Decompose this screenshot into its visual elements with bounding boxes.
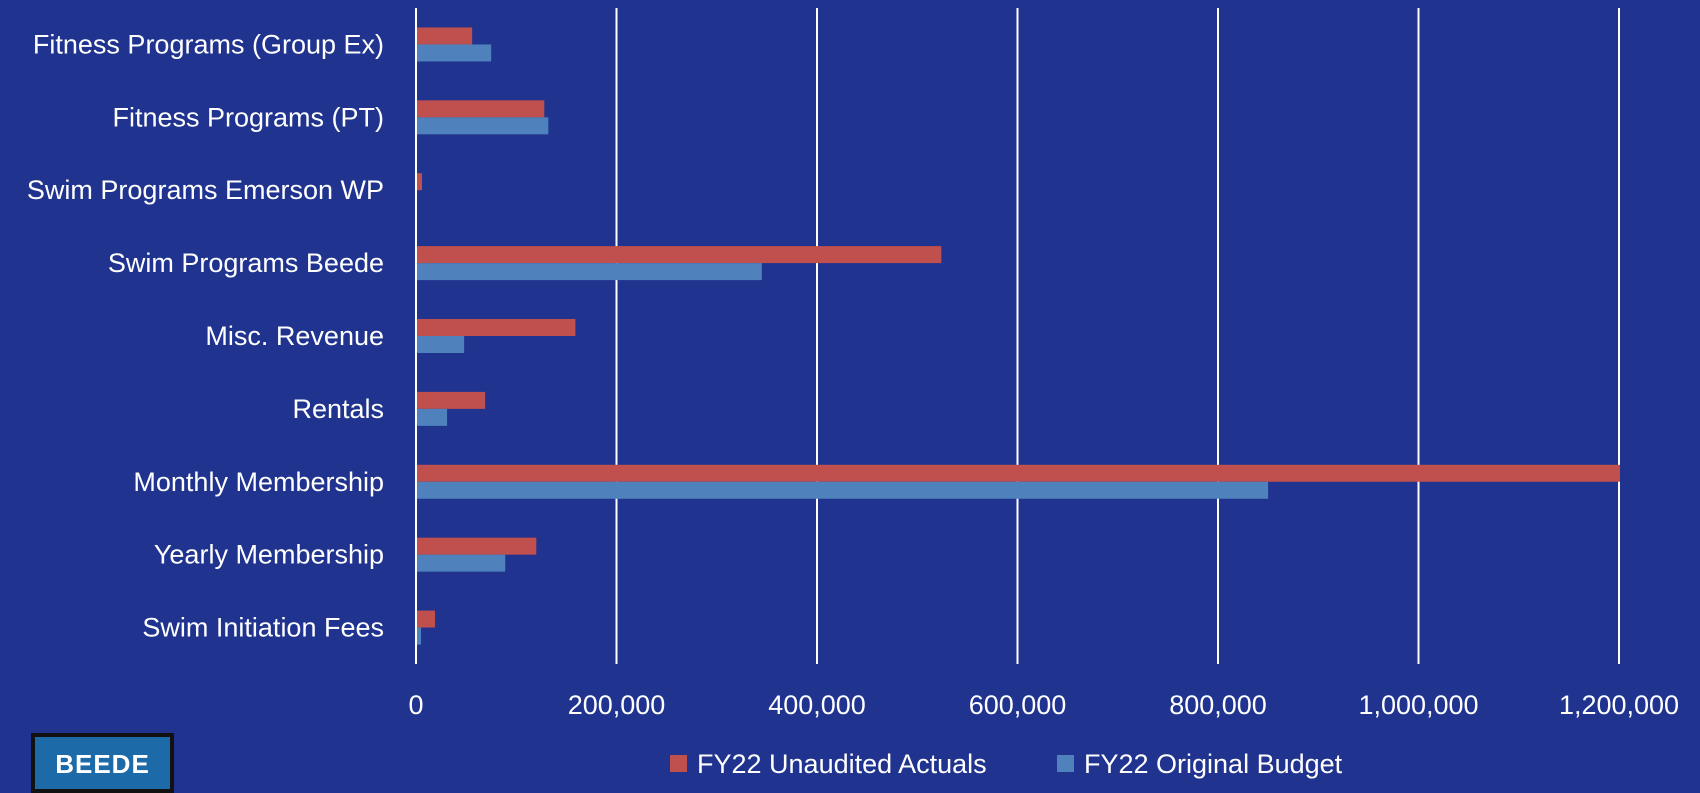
- x-tick-labels: 0 200,000 400,000 600,000 800,000 1,000,000 1,…: [408, 690, 1679, 720]
- x-tick-label: 0: [408, 690, 423, 720]
- bar-actuals: [416, 100, 545, 118]
- category-label: Monthly Membership: [133, 467, 384, 497]
- category-label: Yearly Membership: [154, 540, 384, 570]
- x-tick-label: 1,200,000: [1559, 690, 1679, 720]
- bars: [416, 27, 1621, 645]
- legend-swatch: [670, 755, 687, 772]
- category-labels: Fitness Programs (Group Ex) Fitness Progr…: [27, 29, 384, 642]
- x-tick-label: 400,000: [768, 690, 866, 720]
- legend: FY22 Unaudited Actuals FY22 Original Budg…: [670, 749, 1343, 779]
- bar-actuals: [416, 27, 473, 45]
- logo-text: BEEDE: [35, 737, 170, 789]
- bar-budget: [416, 44, 492, 62]
- bar-budget: [416, 554, 506, 572]
- legend-label: FY22 Unaudited Actuals: [697, 749, 987, 779]
- category-label: Swim Programs Emerson WP: [27, 175, 384, 205]
- category-label: Fitness Programs (PT): [112, 102, 384, 132]
- bar-budget: [416, 408, 448, 426]
- beede-logo: BEEDE: [31, 733, 174, 793]
- category-label: Rentals: [292, 394, 384, 424]
- gridlines: [615, 8, 1620, 664]
- bar-actuals: [416, 173, 423, 191]
- bar-actuals: [416, 464, 1621, 482]
- bar-budget: [416, 117, 549, 135]
- bar-budget: [416, 263, 762, 281]
- x-tick-label: 1,000,000: [1358, 690, 1478, 720]
- bar-actuals: [416, 610, 436, 628]
- bar-actuals: [416, 246, 942, 264]
- x-tick-label: 800,000: [1169, 690, 1267, 720]
- category-label: Misc. Revenue: [205, 321, 384, 351]
- x-tick-label: 600,000: [969, 690, 1067, 720]
- bar-actuals: [416, 319, 576, 336]
- bar-budget: [416, 481, 1269, 499]
- bar-actuals: [416, 537, 537, 555]
- legend-label: FY22 Original Budget: [1084, 749, 1343, 779]
- bar-budget: [416, 627, 422, 645]
- category-label: Swim Programs Beede: [108, 248, 384, 278]
- x-tick-label: 200,000: [568, 690, 666, 720]
- category-label: Swim Initiation Fees: [142, 613, 384, 643]
- category-label: Fitness Programs (Group Ex): [33, 29, 384, 59]
- legend-swatch: [1057, 755, 1074, 772]
- bar-actuals: [416, 391, 486, 409]
- bar-budget: [416, 336, 465, 353]
